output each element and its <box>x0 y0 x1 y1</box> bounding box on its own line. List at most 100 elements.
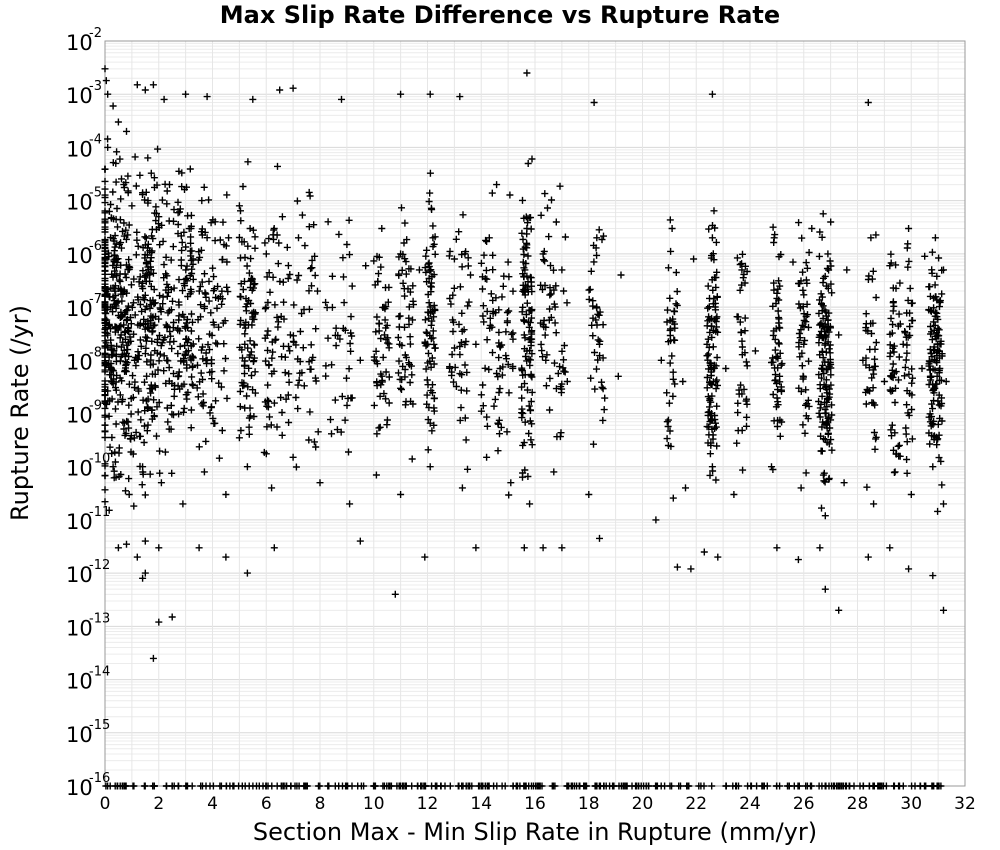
data-point <box>207 309 215 317</box>
data-point <box>148 337 156 345</box>
data-point <box>864 553 872 561</box>
data-point <box>250 308 258 316</box>
data-point <box>926 373 934 381</box>
data-point <box>462 436 470 444</box>
data-point <box>741 279 749 287</box>
data-point <box>123 316 130 324</box>
data-point <box>101 368 109 376</box>
data-point <box>141 291 149 299</box>
data-point <box>203 93 211 101</box>
data-point <box>937 457 945 465</box>
data-point <box>483 238 491 245</box>
data-point <box>113 148 121 156</box>
data-point <box>136 301 144 308</box>
data-point <box>743 413 751 421</box>
data-point <box>263 331 271 339</box>
data-point <box>182 335 190 343</box>
data-point <box>188 782 196 790</box>
data-point <box>270 235 277 243</box>
data-point <box>477 407 485 415</box>
data-point <box>895 353 903 361</box>
data-point <box>712 419 719 427</box>
data-point <box>465 298 473 306</box>
data-point <box>177 256 185 264</box>
data-point <box>122 179 130 187</box>
data-point <box>150 286 158 293</box>
data-point <box>175 312 183 320</box>
y-tick-label: 10-9 <box>66 399 102 428</box>
data-point <box>795 339 803 347</box>
data-point <box>224 288 232 296</box>
data-point <box>863 483 871 491</box>
data-point <box>668 225 676 232</box>
y-tick-base: 10 <box>66 616 93 640</box>
data-point <box>170 411 177 419</box>
data-point <box>250 357 258 365</box>
data-point <box>149 782 157 790</box>
data-point <box>805 402 813 410</box>
data-point <box>377 263 385 271</box>
data-point <box>887 259 895 267</box>
data-point <box>431 344 439 352</box>
data-point <box>348 282 356 290</box>
data-point <box>118 398 126 406</box>
data-point <box>938 481 946 489</box>
data-point <box>485 234 493 242</box>
data-point <box>245 423 253 431</box>
data-point <box>821 512 829 520</box>
data-point <box>271 301 279 309</box>
data-point <box>502 328 510 336</box>
data-point <box>186 165 194 173</box>
data-point <box>546 305 554 313</box>
data-point <box>743 422 750 430</box>
data-point <box>773 423 781 430</box>
data-point <box>903 438 911 446</box>
data-point <box>307 341 315 349</box>
data-point <box>709 467 717 475</box>
data-point <box>149 81 157 89</box>
data-point <box>925 381 933 388</box>
data-point <box>820 477 828 485</box>
data-point <box>151 321 159 329</box>
data-point <box>217 383 225 391</box>
data-point <box>541 331 549 339</box>
data-point <box>270 544 278 552</box>
data-point <box>710 207 718 215</box>
data-point <box>821 399 829 406</box>
data-point <box>894 322 902 330</box>
data-point <box>464 465 471 473</box>
data-point <box>551 303 559 311</box>
data-point <box>872 339 880 346</box>
data-point <box>521 380 528 388</box>
data-point <box>237 207 244 215</box>
data-point <box>909 374 916 382</box>
data-point <box>430 421 438 429</box>
data-point <box>160 352 168 360</box>
data-point <box>406 361 413 369</box>
data-point <box>127 337 135 345</box>
data-point <box>785 782 793 790</box>
data-point <box>825 266 833 274</box>
data-point <box>210 273 218 281</box>
data-point <box>818 504 825 512</box>
data-point <box>160 367 168 375</box>
data-point <box>929 405 936 413</box>
data-point <box>203 234 211 242</box>
data-point <box>819 210 827 218</box>
data-point <box>189 318 196 326</box>
data-point <box>464 262 472 270</box>
data-point <box>733 254 741 262</box>
data-point <box>106 293 114 301</box>
data-point <box>293 197 301 205</box>
data-point <box>818 447 826 455</box>
data-point <box>606 782 614 790</box>
data-point <box>127 281 135 289</box>
data-point <box>741 262 749 270</box>
data-point <box>544 204 551 212</box>
data-point <box>452 383 460 390</box>
data-point <box>142 259 150 267</box>
data-point <box>552 385 560 393</box>
data-point <box>479 285 486 293</box>
data-point <box>518 394 526 402</box>
data-point <box>216 236 224 244</box>
